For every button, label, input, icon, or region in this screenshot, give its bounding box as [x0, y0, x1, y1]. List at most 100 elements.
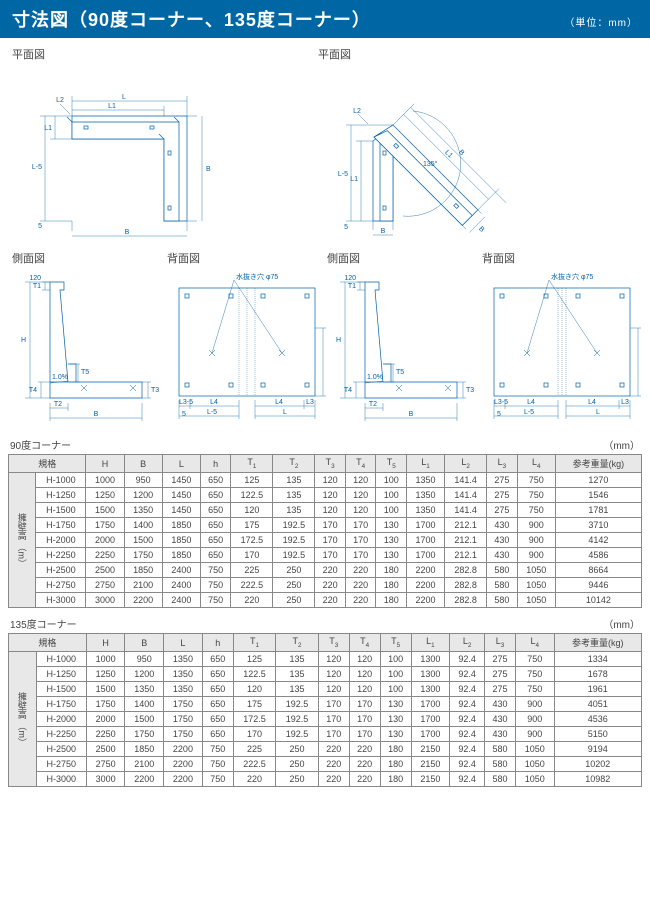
svg-text:L-5: L-5: [524, 409, 534, 416]
table-cell: 192.5: [273, 548, 315, 563]
table-cell: 275: [487, 503, 518, 518]
elev-row: 側面図 1.0% T5 T1 120 H T4 T2 B: [0, 246, 650, 425]
table-cell: 5150: [554, 727, 641, 742]
table-cell: 1500: [86, 503, 124, 518]
svg-text:L4: L4: [275, 399, 283, 406]
col-header: H: [86, 455, 124, 473]
table-cell: 2000: [86, 533, 124, 548]
svg-text:L1: L1: [443, 149, 454, 160]
table-cell: 1350: [406, 473, 444, 488]
back-label-135: 背面図: [482, 250, 642, 266]
table-cell: 2400: [162, 593, 200, 608]
row-header: 擁壁高 （m）: [9, 473, 36, 608]
table-cell: 1334: [554, 652, 641, 667]
table-cell: 120: [349, 667, 380, 682]
table-cell: 1700: [411, 712, 450, 727]
table-cell: 1546: [555, 488, 641, 503]
table-cell: 1350: [406, 488, 444, 503]
table-cell: 580: [487, 563, 518, 578]
svg-text:L-5: L-5: [338, 171, 348, 178]
table-cell: 282.8: [445, 578, 487, 593]
svg-text:L3-5: L3-5: [179, 399, 193, 406]
svg-text:1.0%: 1.0%: [52, 374, 68, 381]
side-90-block: 側面図 1.0% T5 T1 120 H T4 T2 B: [12, 250, 167, 425]
table-cell: 900: [517, 533, 555, 548]
table-cell: 220: [318, 742, 349, 757]
table-cell: 430: [487, 548, 518, 563]
svg-text:B: B: [409, 411, 414, 418]
table-cell: 750: [202, 757, 233, 772]
table-cell: 172.5: [233, 712, 276, 727]
table-cell: 1450: [162, 488, 200, 503]
table-cell: 8664: [555, 563, 641, 578]
svg-text:5: 5: [497, 411, 501, 418]
svg-text:T5: T5: [396, 369, 404, 376]
table-cell: 2150: [411, 757, 450, 772]
table-cell: 2200: [406, 578, 444, 593]
table-135-caption: 135度コーナー （mm）: [10, 616, 640, 631]
table-cell: 2150: [411, 742, 450, 757]
table-cell: 170: [345, 548, 376, 563]
table-cell: 1678: [554, 667, 641, 682]
table-cell: 1000: [86, 473, 124, 488]
svg-text:T4: T4: [29, 387, 37, 394]
table-cell: H-2000: [36, 712, 86, 727]
table-cell: 120: [318, 682, 349, 697]
table-cell: 2200: [406, 563, 444, 578]
col-header: B: [125, 634, 164, 652]
table-cell: 192.5: [276, 712, 319, 727]
table-cell: 3000: [86, 772, 125, 787]
table-cell: 120: [231, 503, 273, 518]
table-cell: 650: [202, 697, 233, 712]
svg-text:L-5: L-5: [32, 164, 42, 171]
table-cell: 170: [349, 712, 380, 727]
table-cell: 950: [125, 652, 164, 667]
svg-text:T3: T3: [466, 387, 474, 394]
table-cell: 1400: [124, 518, 162, 533]
col-header: T4: [349, 634, 380, 652]
svg-text:T4: T4: [344, 387, 352, 394]
table-cell: 2200: [406, 593, 444, 608]
svg-text:L3: L3: [306, 399, 314, 406]
table-cell: 1750: [164, 697, 203, 712]
table-90-unit: （mm）: [603, 437, 640, 452]
table-cell: 1450: [162, 473, 200, 488]
table-cell: H-1500: [36, 682, 86, 697]
table-cell: 275: [485, 652, 516, 667]
table-cell: 2100: [124, 578, 162, 593]
col-header: 参考重量(kg): [554, 634, 641, 652]
col-header: T2: [276, 634, 319, 652]
table-cell: 1200: [124, 488, 162, 503]
table-cell: 92.4: [450, 772, 485, 787]
table-cell: 175: [231, 518, 273, 533]
table-cell: 1200: [125, 667, 164, 682]
table-cell: 650: [202, 712, 233, 727]
col-spec: 規格: [9, 455, 86, 473]
page-title: 寸法図（90度コーナー、135度コーナー） （単位：mm）: [0, 0, 650, 38]
table-cell: 170: [318, 712, 349, 727]
table-cell: 950: [124, 473, 162, 488]
plan-90-svg: L L1 L-5 L1 5 L2 B B: [12, 66, 312, 246]
table-cell: 10142: [555, 593, 641, 608]
table-cell: 650: [200, 518, 231, 533]
table-cell: 430: [487, 518, 518, 533]
table-cell: 220: [349, 772, 380, 787]
svg-text:H: H: [336, 337, 341, 344]
table-cell: H-1000: [36, 473, 86, 488]
col-header: T5: [376, 455, 407, 473]
side-135-block: 側面図 1.0% T5 T1 120 H T4 T2 B T3: [327, 250, 482, 425]
table-cell: 282.8: [445, 593, 487, 608]
table-cell: 750: [517, 503, 555, 518]
svg-text:T1: T1: [348, 283, 356, 290]
table-cell: 120: [315, 503, 346, 518]
table-cell: 135: [276, 652, 319, 667]
table-cell: 1050: [515, 772, 554, 787]
col-header: T1: [233, 634, 276, 652]
table-cell: 220: [231, 593, 273, 608]
table-cell: H-2500: [36, 563, 86, 578]
table-cell: 1250: [86, 488, 124, 503]
table-cell: 120: [315, 473, 346, 488]
table-cell: 192.5: [276, 727, 319, 742]
table-cell: 130: [380, 712, 411, 727]
table-cell: 10982: [554, 772, 641, 787]
